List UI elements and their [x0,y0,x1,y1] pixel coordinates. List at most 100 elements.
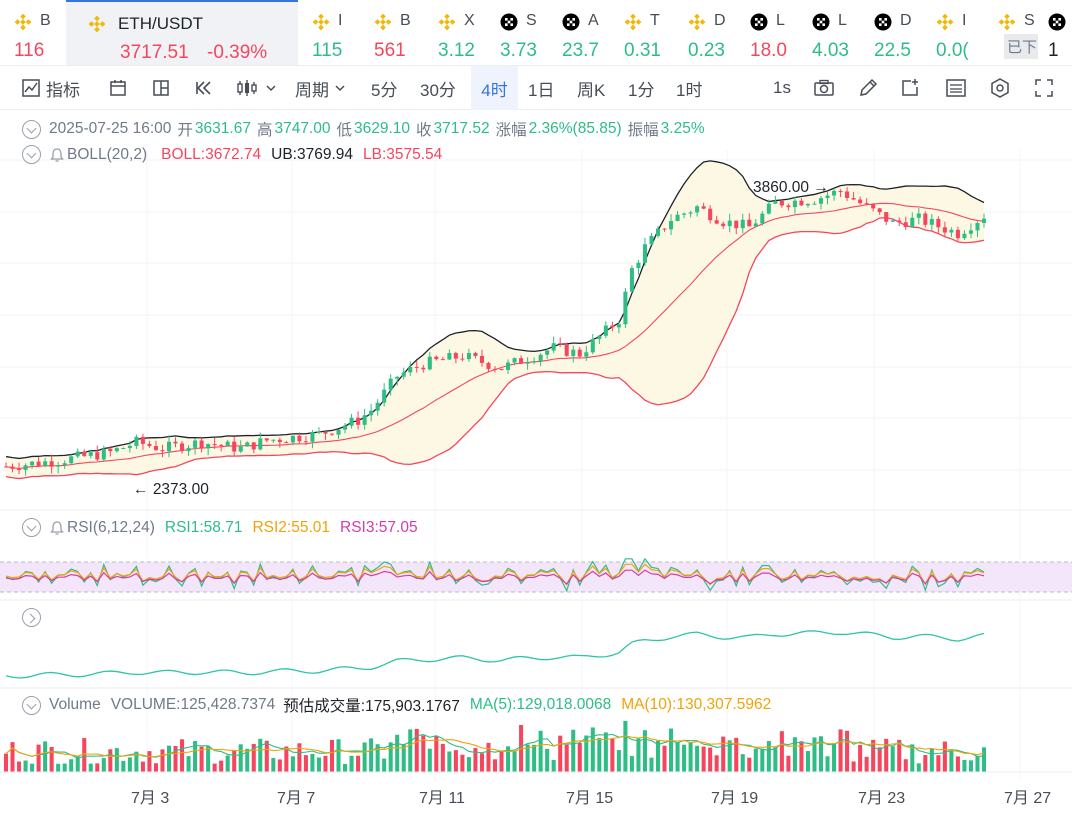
calculator-button[interactable] [945,66,967,110]
volume-bar [173,745,178,772]
collapse-icon[interactable] [22,518,41,537]
candle-body [193,440,198,448]
candle-body [479,355,484,363]
interval-1w[interactable]: 周K [577,80,606,100]
candle-body [369,410,374,416]
interval-30m[interactable]: 30分 [420,80,456,100]
bell-icon[interactable] [49,520,65,536]
ticker-item[interactable]: T 0.31 [624,0,684,65]
ticker-item[interactable]: L 18.0 [750,0,810,65]
candle-body [166,441,172,452]
candle-body [121,447,126,449]
chart-canvas[interactable] [0,110,1072,814]
volume-bar [923,755,928,772]
settings-button[interactable] [990,66,1010,110]
calendar-button[interactable] [109,66,127,110]
speed-selector[interactable]: 1s [773,78,791,97]
ohlc-info-row: 2025-07-25 16:00 开 3631.67 高 3747.00 低 3629… [22,118,711,140]
volume-bar [486,742,491,772]
ticker-item[interactable]: S 3.73 [500,0,560,65]
rsi3-line [5,569,985,585]
ticker-item[interactable]: L 4.03 [812,0,872,65]
indicators-button[interactable]: 指标 [22,66,80,110]
rsi-title: RSI(6,12,24) [67,518,155,536]
candle-body [786,205,791,208]
candle-body [669,221,674,230]
volume-bar [512,751,517,772]
add-alert-button[interactable] [900,66,920,110]
volume-bar [284,746,289,772]
collapse-icon[interactable] [22,695,41,715]
ticker-item[interactable]: B 561 [374,0,434,65]
interval-1m[interactable]: 1分 [628,80,655,100]
volume-bar [721,736,726,772]
ticker-item[interactable]: I 115 [312,0,372,65]
ticker-item[interactable]: A 23.7 [562,0,622,65]
volume-bar [727,740,732,772]
interval-1d[interactable]: 1日 [528,80,555,100]
volume-bar [753,748,758,772]
ticker-price: 3.73 [500,40,537,61]
rsi2-value: RSI2:55.01 [252,518,331,536]
candle-body [923,213,928,225]
volume-bar [571,729,576,772]
boll-legend: BOLL(20,2) BOLL:3672.74 UB:3769.94 LB:35… [22,145,448,164]
ticker-item[interactable]: I1 [1048,0,1072,65]
candle-body [460,358,465,360]
candle-body [655,228,661,236]
ticker-item[interactable]: S 已下 [998,0,1038,65]
collapse-icon[interactable] [22,145,41,164]
expand-indicator[interactable] [22,608,49,627]
bell-icon[interactable] [49,147,65,163]
replay-button[interactable] [194,66,214,110]
volume-bar [147,751,152,772]
volume-bar [95,763,100,772]
period-dropdown[interactable]: 周期 [295,66,347,110]
interval-4h[interactable]: 4时 [471,66,518,110]
candle-body [453,353,458,359]
candle-body [864,203,869,205]
draw-button[interactable] [858,66,878,110]
volume-bar [532,744,537,772]
interval-1h[interactable]: 1时 [676,80,703,100]
volume-bar [206,745,211,772]
candle-body [290,435,295,443]
candle-body [903,222,908,228]
ticker-item[interactable]: ETH/USDT 3717.51 -0.39% [66,0,298,65]
candle-body [69,456,74,464]
screenshot-button[interactable] [814,66,834,110]
volume-bar [277,759,282,772]
candle-body [3,466,9,468]
collapse-icon[interactable] [22,119,41,139]
candle-body [858,199,863,204]
ticker-symbol: I [338,12,343,29]
candle-type-button[interactable] [236,66,278,110]
volume-title: Volume [49,696,101,713]
candle-body [212,444,217,446]
amplitude-value: 3.25% [660,120,705,137]
ticker-item[interactable]: D 0.23 [688,0,748,65]
candle-body [727,220,732,227]
volume-bar [434,736,439,772]
ticker-item[interactable]: B 116 [14,0,64,65]
ticker-item[interactable]: I 0.0( [936,0,996,65]
obv-line [5,630,985,679]
ticker-symbol: L [838,12,847,29]
ticker-item[interactable]: D 22.5 [874,0,934,65]
pen-icon [860,78,878,96]
candle-body [603,325,608,336]
volume-bar [232,750,237,772]
candle-body [284,442,289,444]
expand-icon[interactable] [22,608,41,627]
volume-bar [825,756,830,772]
volume-bar [56,763,61,772]
candle-body [949,229,954,233]
volume-bar [747,757,752,772]
interval-5m[interactable]: 5分 [371,80,398,100]
candle-body [356,417,361,425]
ticker-item[interactable]: X 3.12 [438,0,498,65]
fullscreen-button[interactable] [1034,66,1054,110]
layout-button[interactable] [152,66,170,110]
volume-bar [545,748,550,772]
chart-toolbar: 指标 周期 5分 30分 4时 1日 周K 1分 1时 1s [0,66,1072,110]
